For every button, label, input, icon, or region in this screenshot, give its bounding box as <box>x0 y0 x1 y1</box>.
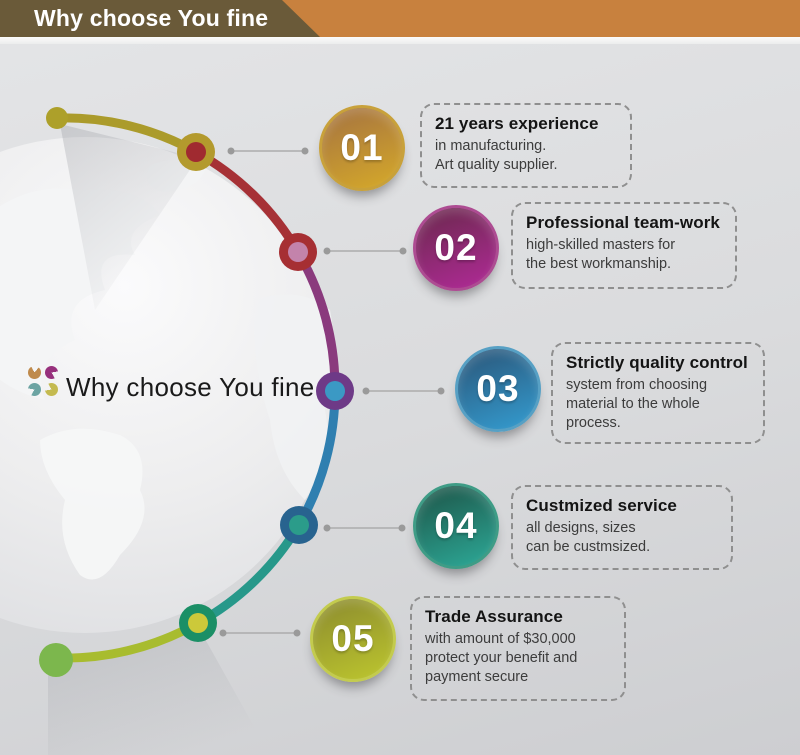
item-number-05: 05 <box>331 618 375 659</box>
item-badge-04: 04 <box>413 483 499 569</box>
item-badge-05: 05 <box>310 596 396 682</box>
arc-end-dot <box>39 643 73 677</box>
item-line: process. <box>566 415 621 431</box>
item-line: the best workmanship. <box>526 256 672 272</box>
shadow-wedge-top <box>60 124 198 310</box>
node-1-inner <box>186 142 206 162</box>
item-line: protect your benefit and <box>425 650 578 666</box>
item-line: high-skilled masters for <box>526 237 676 253</box>
center-title: Why choose You fine <box>66 372 315 402</box>
continent-south-america <box>40 428 145 580</box>
node-3-inner <box>325 381 345 401</box>
item-badge-01: 01 <box>319 105 405 191</box>
shadow-wedge-bottom <box>48 630 270 755</box>
arc-nodes <box>177 133 354 642</box>
header-divider <box>0 37 800 44</box>
brand-dots-logo <box>28 366 58 396</box>
node-2-inner <box>288 242 308 262</box>
arc-start-dot <box>46 107 68 129</box>
item-line: in manufacturing. <box>435 138 547 154</box>
item-box-05: Trade Assurance with amount of $30,000 p… <box>410 596 626 701</box>
item-line: Art quality supplier. <box>435 157 558 173</box>
item-line: system from choosing <box>566 377 708 393</box>
connector-1 <box>227 147 309 155</box>
item-box-04: Custmized service all designs, sizes can… <box>511 485 733 570</box>
item-heading-02: Professional team-work <box>526 213 720 232</box>
item-line: material to the whole <box>566 396 700 412</box>
item-number-01: 01 <box>340 127 384 168</box>
connector-lines <box>219 147 445 637</box>
item-number-04: 04 <box>434 505 478 546</box>
header-title: Why choose You fine <box>34 5 269 31</box>
connector-2 <box>323 247 407 255</box>
item-badge-02: 02 <box>413 205 499 291</box>
item-box-03: Strictly quality control system from cho… <box>551 342 765 444</box>
item-number-03: 03 <box>476 368 520 409</box>
item-line: with amount of $30,000 <box>425 631 576 647</box>
item-box-02: Professional team-work high-skilled mast… <box>511 202 737 289</box>
brand-dot-olive-icon <box>45 383 58 396</box>
node-4-inner <box>289 515 309 535</box>
connector-4 <box>323 524 406 532</box>
item-heading-01: 21 years experience <box>435 114 599 133</box>
item-number-02: 02 <box>434 227 478 268</box>
brand-dot-teal-icon <box>28 383 41 396</box>
item-box-01: 21 years experience in manufacturing. Ar… <box>420 103 632 188</box>
item-line: can be custmsized. <box>526 539 651 555</box>
item-badge-03: 03 <box>455 346 541 432</box>
continent-africa <box>254 294 334 500</box>
item-line: all designs, sizes <box>526 520 636 536</box>
header-bar: Why choose You fine <box>0 0 800 37</box>
brand-dot-orange-icon <box>28 366 41 379</box>
header-wedge <box>0 0 320 37</box>
item-heading-05: Trade Assurance <box>425 607 563 626</box>
connector-3 <box>362 387 445 395</box>
brand-dot-magenta-icon <box>45 366 58 379</box>
item-heading-03: Strictly quality control <box>566 353 748 372</box>
node-5-inner <box>188 613 208 633</box>
item-heading-04: Custmized service <box>526 496 677 515</box>
item-line: payment secure <box>425 669 529 685</box>
connector-5 <box>219 629 301 637</box>
